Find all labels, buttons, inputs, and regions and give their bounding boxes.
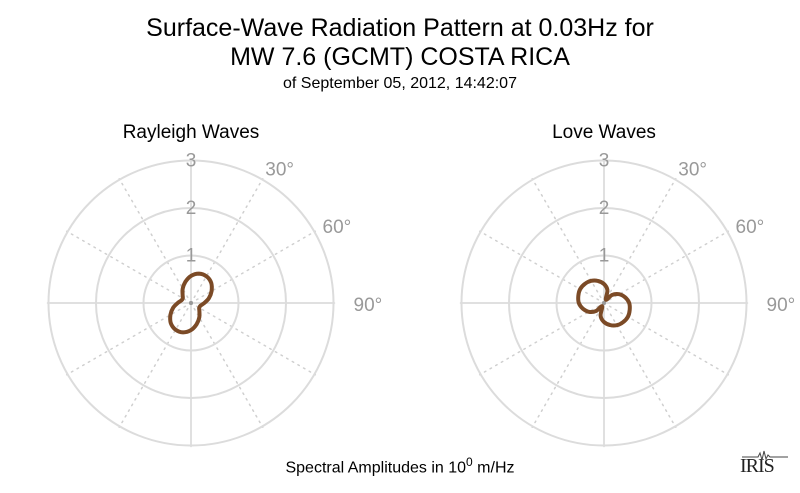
radial-gridline <box>555 254 653 352</box>
radial-gridline <box>95 207 287 399</box>
chart-title-line1: Surface-Wave Radiation Pattern at 0.03Hz… <box>146 14 654 42</box>
radial-gridline <box>460 159 748 447</box>
angle-tick-label: 90° <box>354 295 383 316</box>
footer-prefix: Spectral Amplitudes in 10 <box>285 459 467 477</box>
center-dot <box>189 301 193 305</box>
angle-gridline <box>603 302 730 376</box>
angle-gridline <box>531 302 605 429</box>
angle-gridline <box>65 302 192 376</box>
footer-suffix: m/Hz <box>472 459 515 477</box>
angle-gridline <box>478 230 605 304</box>
logo-text: IRIS <box>740 455 775 477</box>
radial-gridline <box>508 207 700 399</box>
radial-tick-label: 2 <box>186 198 197 219</box>
angle-gridline <box>190 302 317 376</box>
angle-tick-label: 30° <box>678 159 707 180</box>
footer-exponent: 0 <box>466 455 473 469</box>
chart-title-line2: MW 7.6 (GCMT) COSTA RICA <box>230 43 570 71</box>
angle-gridline <box>531 177 605 304</box>
radial-tick-label: 2 <box>599 198 610 219</box>
polar-plot-2: Love Waves 1 2 3 30° 60° 90° <box>459 122 796 448</box>
angle-tick-label: 60° <box>323 217 352 238</box>
plot-title: Rayleigh Waves <box>123 122 260 143</box>
radial-tick-label: 3 <box>186 151 197 172</box>
angle-gridline <box>118 177 192 304</box>
polar-plot-1: Rayleigh Waves 1 2 3 30° 60° 90° <box>46 122 383 448</box>
angle-tick-label: 30° <box>265 159 294 180</box>
angle-gridline <box>190 230 317 304</box>
center-dot <box>602 301 606 305</box>
angle-tick-label: 90° <box>767 295 796 316</box>
angle-gridline <box>190 302 264 429</box>
angle-gridline <box>603 302 677 429</box>
radial-gridline <box>47 159 335 447</box>
seismogram-icon <box>742 450 788 461</box>
radial-gridline <box>142 254 240 352</box>
chart-subtitle: of September 05, 2012, 14:42:07 <box>283 75 517 92</box>
iris-logo: IRIS <box>740 450 788 478</box>
radiation-pattern-line <box>168 271 214 335</box>
angle-gridline <box>603 230 730 304</box>
radial-tick-label: 3 <box>599 151 610 172</box>
angle-gridline <box>603 177 677 304</box>
amplitude-units-label: Spectral Amplitudes in 100 m/Hz <box>0 455 800 477</box>
radial-tick-label: 1 <box>599 246 610 267</box>
angle-gridline <box>478 302 605 376</box>
plot-title: Love Waves <box>552 122 656 143</box>
angle-gridline <box>118 302 192 429</box>
angle-gridline <box>190 177 264 304</box>
angle-gridline <box>65 230 192 304</box>
radiation-pattern-line <box>576 278 632 328</box>
angle-tick-label: 60° <box>736 217 765 238</box>
radial-tick-label: 1 <box>186 246 197 267</box>
